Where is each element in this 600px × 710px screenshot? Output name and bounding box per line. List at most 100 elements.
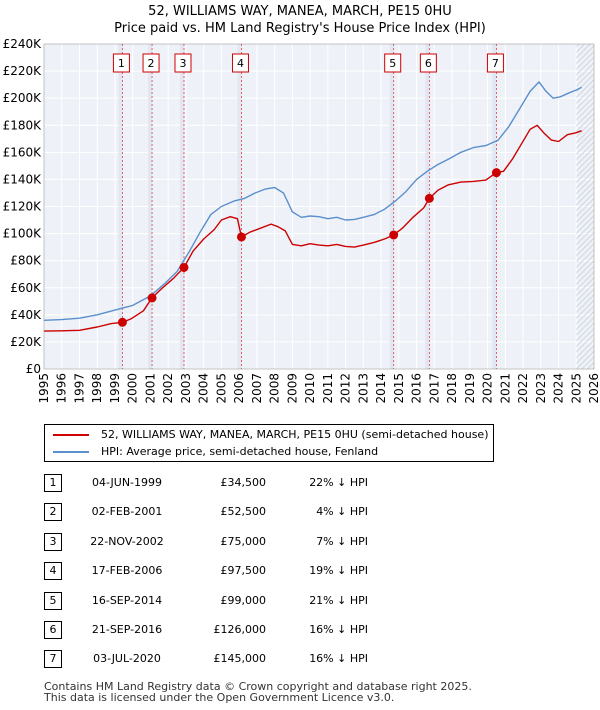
x-tick-label: 1996 (55, 373, 69, 404)
legend-label-property: 52, WILLIAMS WAY, MANEA, MARCH, PE15 0HU… (101, 428, 489, 441)
sale-label-number: 6 (425, 57, 432, 70)
y-tick-label: £140K (3, 172, 43, 186)
sale-label-box (231, 53, 249, 73)
x-tick-label: 1998 (90, 373, 104, 404)
x-tick-label: 2005 (214, 373, 228, 404)
sale-label-number: 3 (179, 57, 186, 70)
sale-price: £99,000 (220, 593, 267, 607)
table-row: 3 22-NOV-2002 £75,000 7% ↓ HPI (0, 532, 600, 555)
footer-licence: This data is licensed under the Open Gov… (44, 691, 395, 704)
sale-date: 21-SEP-2016 (91, 623, 163, 636)
y-tick-label: £240K (3, 37, 43, 51)
property-series-line (43, 124, 582, 332)
x-tick-label: 2018 (445, 373, 459, 404)
sale-date: 02-FEB-2001 (91, 505, 163, 519)
price-chart: £0 £20K £40K £60K £80K £100K £120K £140K £160K £1… (3, 37, 600, 404)
chart-legend: 52, WILLIAMS WAY, MANEA, MARCH, PE15 0HU… (44, 424, 494, 462)
sale-number: 4 (44, 562, 62, 581)
footer-copyright: Contains HM Land Registry data © Crown c… (44, 680, 472, 693)
sale-point (424, 193, 434, 203)
x-tick-label: 2003 (179, 373, 193, 404)
sale-label-number: 4 (237, 57, 244, 70)
x-tick-label: 1995 (37, 373, 51, 404)
legend-swatch-hpi (53, 451, 89, 453)
sale-price: £52,500 (220, 505, 267, 519)
x-tick-label: 2002 (161, 373, 175, 404)
x-tick-label: 2015 (392, 373, 406, 404)
sale-label-number: 5 (389, 57, 396, 70)
sale-point (389, 230, 399, 240)
table-row: 4 17-FEB-2006 £97,500 19% ↓ HPI (0, 562, 600, 584)
x-tick-label: 2017 (427, 373, 441, 404)
sale-hpi-diff: 19% ↓ HPI (309, 564, 368, 578)
x-tick-label: 2000 (126, 373, 140, 404)
sale-label-box (384, 53, 402, 73)
x-tick-label: 2008 (268, 373, 282, 404)
y-tick-label: £40K (10, 308, 42, 322)
x-tick-label: 2025 (569, 373, 583, 404)
x-tick-label: 2023 (534, 373, 548, 404)
table-row: 2 02-FEB-2001 £52,500 4% ↓ HPI (0, 503, 600, 525)
sale-point (117, 317, 127, 327)
chart-subtitle: Price paid vs. HM Land Registry's House … (114, 21, 486, 36)
x-tick-label: 2009 (285, 373, 299, 404)
sale-band (179, 44, 184, 369)
y-tick-label: £80K (10, 254, 42, 268)
y-tick-label: £200K (3, 91, 43, 105)
y-tick-label: £120K (3, 200, 43, 214)
hpi-series-line (43, 81, 582, 321)
x-tick-label: 2013 (356, 373, 370, 404)
table-row: 5 16-SEP-2014 £99,000 21% ↓ HPI (0, 591, 600, 614)
sale-hpi-diff: 21% ↓ HPI (309, 593, 368, 607)
x-tick-label: 2004 (197, 373, 211, 404)
x-tick-label: 1997 (72, 373, 86, 404)
sale-hpi-diff: 7% ↓ HPI (316, 534, 368, 548)
x-tick-label: 2001 (143, 373, 157, 404)
sale-band (118, 44, 123, 369)
sale-label-box (112, 53, 130, 73)
forecast-region (576, 44, 594, 369)
sale-point (236, 232, 246, 242)
legend-label-hpi: HPI: Average price, semi-detached house,… (101, 445, 379, 458)
sale-date: 03-JUL-2020 (93, 652, 161, 666)
sale-label-box (142, 53, 160, 73)
y-tick-label: £0 (26, 362, 41, 376)
sale-point (179, 262, 189, 272)
sale-hpi-diff: 4% ↓ HPI (316, 505, 368, 519)
sale-point (147, 293, 157, 303)
x-tick-label: 2014 (374, 373, 388, 404)
table-row: 7 03-JUL-2020 £145,000 16% ↓ HPI (0, 650, 600, 672)
x-tick-label: 2021 (498, 373, 512, 404)
sale-label-number: 2 (148, 57, 155, 70)
sale-label-box (174, 53, 192, 73)
x-tick-label: 2026 (587, 373, 600, 404)
legend-swatch-property (53, 434, 89, 436)
sale-number: 7 (44, 650, 62, 669)
x-tick-label: 2024 (552, 373, 566, 404)
sale-label-number: 1 (118, 57, 125, 70)
sale-band (237, 44, 242, 369)
x-tick-label: 2019 (463, 373, 477, 404)
sale-number: 3 (44, 532, 62, 551)
x-tick-label: 2012 (339, 373, 353, 404)
sale-price: £145,000 (213, 652, 267, 666)
sale-point (491, 168, 501, 178)
sale-hpi-diff: 16% ↓ HPI (309, 652, 368, 666)
sale-date: 04-JUN-1999 (91, 476, 163, 489)
sale-date: 22-NOV-2002 (90, 534, 164, 548)
x-tick-label: 2011 (321, 373, 335, 404)
sale-label-box (419, 53, 437, 73)
x-tick-label: 2007 (250, 373, 264, 404)
sale-label-number: 7 (492, 57, 499, 70)
y-tick-label: £180K (3, 118, 43, 132)
sale-band (425, 44, 430, 369)
sale-number: 1 (44, 474, 62, 492)
x-tick-label: 2016 (410, 373, 424, 404)
chart-title: 52, WILLIAMS WAY, MANEA, MARCH, PE15 0HU (148, 4, 452, 19)
x-tick-label: 2010 (303, 373, 317, 404)
x-tick-label: 2022 (516, 373, 530, 404)
sale-hpi-diff: 16% ↓ HPI (309, 623, 368, 636)
sale-hpi-diff: 22% ↓ HPI (309, 476, 368, 489)
y-tick-label: £60K (10, 281, 42, 295)
sale-band (492, 44, 497, 369)
